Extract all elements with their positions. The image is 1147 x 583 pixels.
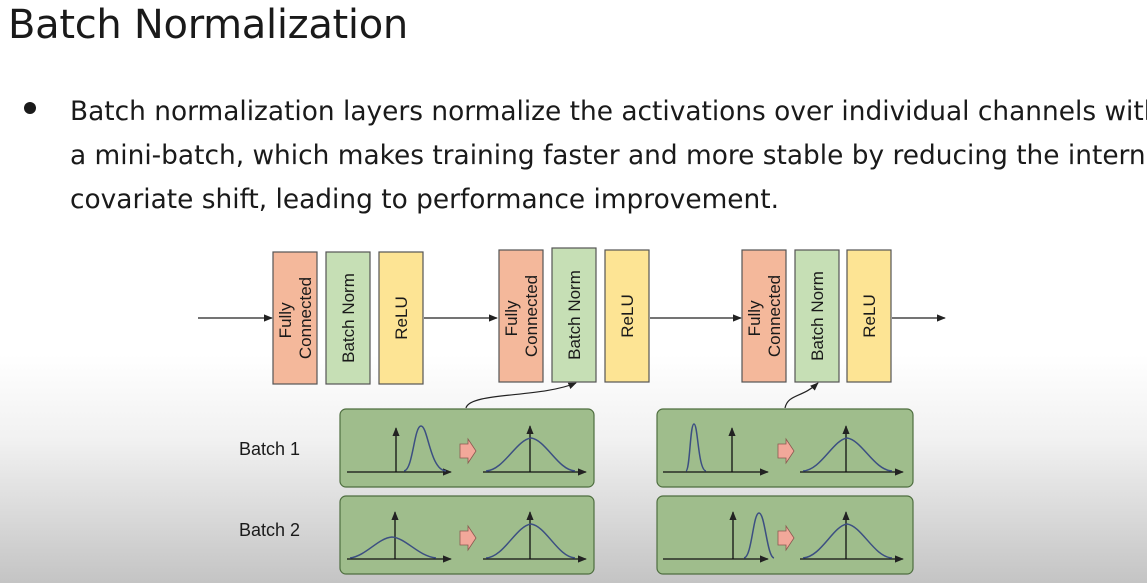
bullet-line-1: Batch normalization layers normalize the… xyxy=(70,96,1147,127)
fc-label-line2: Connected xyxy=(765,275,784,357)
plot-after-p1-b2 xyxy=(483,511,587,563)
relu-block xyxy=(378,251,424,385)
batch-norm-block xyxy=(794,249,840,383)
relu-block xyxy=(604,249,650,383)
batch-norm-block xyxy=(551,247,597,383)
batch-1-label: Batch 1 xyxy=(239,439,300,459)
bullet-line-2: a mini-batch, which makes training faste… xyxy=(70,140,1147,171)
layer-group-3: Fully Connected Batch Norm ReLU xyxy=(741,249,892,383)
slide-title: Batch Normalization xyxy=(8,2,408,48)
distribution-curve xyxy=(802,523,893,559)
fc-label-line1: Fully xyxy=(502,300,521,336)
distribution-curve xyxy=(743,512,775,559)
fc-label-line1: Fully xyxy=(276,302,295,338)
batch-norm-block xyxy=(325,251,371,385)
svg-text:Fully Connected: Fully Connected xyxy=(745,275,784,357)
batch-norm-label: Batch Norm xyxy=(565,270,584,360)
fc-label-line1: Fully xyxy=(745,300,764,336)
bullet-dot xyxy=(24,102,36,114)
plot-before-p2-b2 xyxy=(663,511,775,563)
fc-label-line2: Connected xyxy=(296,277,315,359)
svg-text:Fully Connected: Fully Connected xyxy=(502,275,541,357)
layer-group-1: Fully Connected Batch Norm ReLU xyxy=(272,251,424,385)
plot-before-p1-b2 xyxy=(347,511,452,563)
bullet-line-3: covariate shift, leading to performance … xyxy=(70,184,779,215)
layer-group-2: Fully Connected Batch Norm ReLU xyxy=(498,247,650,383)
transform-arrow-icon xyxy=(777,437,795,465)
plot-after-p2-b1 xyxy=(800,425,904,476)
relu-label: ReLU xyxy=(860,294,879,337)
transform-arrow-icon xyxy=(777,524,795,552)
relu-block xyxy=(846,249,892,383)
relu-label: ReLU xyxy=(618,294,637,337)
connector-arrow-2 xyxy=(784,382,819,409)
plot-before-p1-b1 xyxy=(347,425,452,476)
distribution-curve xyxy=(485,437,576,472)
batch-norm-label: Batch Norm xyxy=(808,271,827,361)
relu-label: ReLU xyxy=(392,296,411,339)
fc-label-line2: Connected xyxy=(522,275,541,357)
distribution-curve xyxy=(802,437,893,472)
fully-connected-block xyxy=(272,251,318,385)
bullet-text: Batch normalization layers normalize the… xyxy=(70,90,1147,222)
fully-connected-block xyxy=(741,249,787,383)
svg-text:Fully Connected: Fully Connected xyxy=(276,277,315,359)
connector-arrow-1 xyxy=(465,382,577,409)
distribution-curve xyxy=(403,425,447,472)
fully-connected-block xyxy=(498,249,544,383)
distribution-curve xyxy=(485,523,576,559)
transform-arrow-icon xyxy=(459,524,477,552)
batch-norm-label: Batch Norm xyxy=(339,273,358,363)
batch-2-label: Batch 2 xyxy=(239,520,300,540)
distribution-curve xyxy=(349,536,437,559)
distribution-curve xyxy=(685,423,707,472)
plot-before-p2-b1 xyxy=(663,423,769,476)
transform-arrow-icon xyxy=(459,437,477,465)
plot-after-p1-b1 xyxy=(483,425,587,476)
plot-after-p2-b2 xyxy=(800,511,904,563)
